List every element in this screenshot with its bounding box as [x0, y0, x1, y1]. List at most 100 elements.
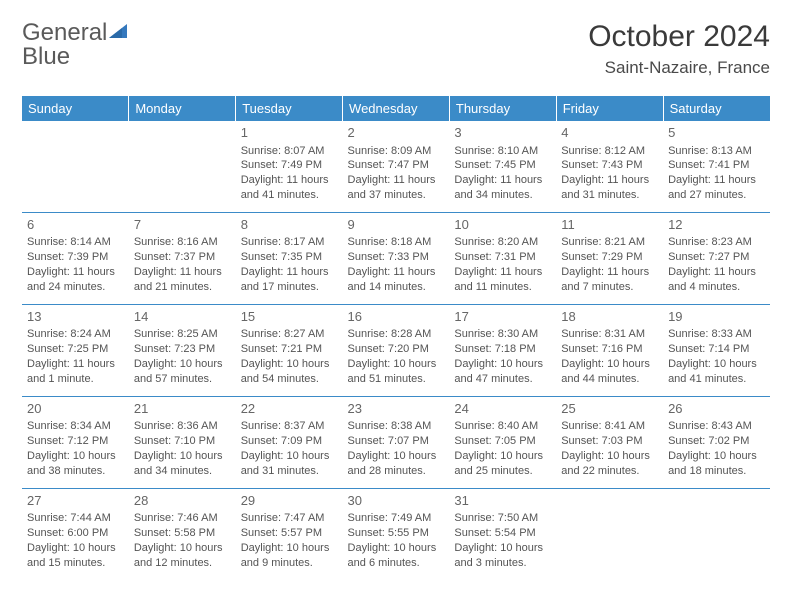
day-detail-d1: Daylight: 11 hours	[348, 265, 445, 280]
day-detail-ss: Sunset: 7:21 PM	[241, 342, 338, 357]
day-detail-d2: and 31 minutes.	[561, 188, 658, 203]
day-detail-d2: and 21 minutes.	[134, 280, 231, 295]
day-detail-d2: and 12 minutes.	[134, 556, 231, 571]
day-detail-ss: Sunset: 7:29 PM	[561, 250, 658, 265]
calendar-row: 20Sunrise: 8:34 AMSunset: 7:12 PMDayligh…	[22, 396, 770, 488]
calendar-cell: 18Sunrise: 8:31 AMSunset: 7:16 PMDayligh…	[556, 304, 663, 396]
day-detail-d2: and 17 minutes.	[241, 280, 338, 295]
day-detail-sr: Sunrise: 8:21 AM	[561, 235, 658, 250]
day-header: Monday	[129, 96, 236, 121]
day-number: 6	[27, 216, 124, 234]
calendar-cell: 6Sunrise: 8:14 AMSunset: 7:39 PMDaylight…	[22, 212, 129, 304]
day-detail-sr: Sunrise: 8:20 AM	[454, 235, 551, 250]
day-detail-sr: Sunrise: 8:13 AM	[668, 144, 765, 159]
day-detail-d2: and 1 minute.	[27, 372, 124, 387]
day-detail-d2: and 57 minutes.	[134, 372, 231, 387]
calendar-cell: 23Sunrise: 8:38 AMSunset: 7:07 PMDayligh…	[343, 396, 450, 488]
day-number: 14	[134, 308, 231, 326]
calendar-cell-empty	[22, 121, 129, 212]
day-detail-ss: Sunset: 7:45 PM	[454, 158, 551, 173]
calendar-cell: 25Sunrise: 8:41 AMSunset: 7:03 PMDayligh…	[556, 396, 663, 488]
calendar-cell: 28Sunrise: 7:46 AMSunset: 5:58 PMDayligh…	[129, 488, 236, 579]
day-detail-ss: Sunset: 7:23 PM	[134, 342, 231, 357]
day-detail-sr: Sunrise: 8:36 AM	[134, 419, 231, 434]
day-header-row: SundayMondayTuesdayWednesdayThursdayFrid…	[22, 96, 770, 121]
calendar-table: SundayMondayTuesdayWednesdayThursdayFrid…	[22, 96, 770, 580]
day-detail-ss: Sunset: 7:05 PM	[454, 434, 551, 449]
day-detail-d2: and 34 minutes.	[454, 188, 551, 203]
calendar-cell: 17Sunrise: 8:30 AMSunset: 7:18 PMDayligh…	[449, 304, 556, 396]
calendar-cell: 31Sunrise: 7:50 AMSunset: 5:54 PMDayligh…	[449, 488, 556, 579]
day-detail-d1: Daylight: 10 hours	[348, 541, 445, 556]
day-detail-d2: and 41 minutes.	[668, 372, 765, 387]
day-detail-ss: Sunset: 7:20 PM	[348, 342, 445, 357]
day-detail-sr: Sunrise: 7:50 AM	[454, 511, 551, 526]
calendar-cell: 22Sunrise: 8:37 AMSunset: 7:09 PMDayligh…	[236, 396, 343, 488]
calendar-row: 27Sunrise: 7:44 AMSunset: 6:00 PMDayligh…	[22, 488, 770, 579]
day-number: 16	[348, 308, 445, 326]
day-detail-ss: Sunset: 7:49 PM	[241, 158, 338, 173]
day-detail-ss: Sunset: 7:43 PM	[561, 158, 658, 173]
day-number: 26	[668, 400, 765, 418]
day-detail-d1: Daylight: 11 hours	[454, 265, 551, 280]
day-detail-ss: Sunset: 5:55 PM	[348, 526, 445, 541]
day-detail-d1: Daylight: 10 hours	[348, 357, 445, 372]
day-detail-d1: Daylight: 10 hours	[134, 541, 231, 556]
day-detail-sr: Sunrise: 8:16 AM	[134, 235, 231, 250]
day-number: 8	[241, 216, 338, 234]
day-detail-d1: Daylight: 10 hours	[27, 449, 124, 464]
day-detail-d1: Daylight: 11 hours	[561, 173, 658, 188]
day-detail-sr: Sunrise: 8:30 AM	[454, 327, 551, 342]
day-detail-d1: Daylight: 11 hours	[27, 265, 124, 280]
day-detail-d1: Daylight: 10 hours	[668, 357, 765, 372]
day-detail-ss: Sunset: 7:10 PM	[134, 434, 231, 449]
day-detail-d2: and 6 minutes.	[348, 556, 445, 571]
day-detail-d2: and 7 minutes.	[561, 280, 658, 295]
day-detail-d2: and 18 minutes.	[668, 464, 765, 479]
logo-sail-icon	[109, 24, 129, 45]
day-detail-sr: Sunrise: 8:34 AM	[27, 419, 124, 434]
day-number: 9	[348, 216, 445, 234]
day-number: 28	[134, 492, 231, 510]
day-detail-ss: Sunset: 7:16 PM	[561, 342, 658, 357]
day-detail-ss: Sunset: 7:18 PM	[454, 342, 551, 357]
day-number: 7	[134, 216, 231, 234]
day-detail-d2: and 3 minutes.	[454, 556, 551, 571]
day-detail-sr: Sunrise: 8:43 AM	[668, 419, 765, 434]
calendar-cell: 5Sunrise: 8:13 AMSunset: 7:41 PMDaylight…	[663, 121, 770, 212]
calendar-cell: 3Sunrise: 8:10 AMSunset: 7:45 PMDaylight…	[449, 121, 556, 212]
day-detail-ss: Sunset: 7:37 PM	[134, 250, 231, 265]
day-number: 2	[348, 124, 445, 142]
day-detail-sr: Sunrise: 8:07 AM	[241, 144, 338, 159]
calendar-row: 6Sunrise: 8:14 AMSunset: 7:39 PMDaylight…	[22, 212, 770, 304]
day-header: Sunday	[22, 96, 129, 121]
day-number: 31	[454, 492, 551, 510]
location: Saint-Nazaire, France	[588, 58, 770, 78]
day-detail-sr: Sunrise: 8:14 AM	[27, 235, 124, 250]
day-number: 1	[241, 124, 338, 142]
day-detail-d1: Daylight: 11 hours	[454, 173, 551, 188]
day-number: 11	[561, 216, 658, 234]
calendar-cell: 19Sunrise: 8:33 AMSunset: 7:14 PMDayligh…	[663, 304, 770, 396]
day-detail-d2: and 51 minutes.	[348, 372, 445, 387]
day-detail-sr: Sunrise: 8:23 AM	[668, 235, 765, 250]
day-number: 13	[27, 308, 124, 326]
day-detail-ss: Sunset: 7:09 PM	[241, 434, 338, 449]
day-detail-ss: Sunset: 7:35 PM	[241, 250, 338, 265]
calendar-cell: 7Sunrise: 8:16 AMSunset: 7:37 PMDaylight…	[129, 212, 236, 304]
calendar-cell: 13Sunrise: 8:24 AMSunset: 7:25 PMDayligh…	[22, 304, 129, 396]
day-detail-sr: Sunrise: 8:25 AM	[134, 327, 231, 342]
day-number: 12	[668, 216, 765, 234]
day-detail-d1: Daylight: 10 hours	[561, 357, 658, 372]
day-detail-d2: and 31 minutes.	[241, 464, 338, 479]
day-number: 29	[241, 492, 338, 510]
day-detail-sr: Sunrise: 8:24 AM	[27, 327, 124, 342]
day-detail-d1: Daylight: 10 hours	[241, 357, 338, 372]
day-detail-sr: Sunrise: 8:12 AM	[561, 144, 658, 159]
day-number: 24	[454, 400, 551, 418]
day-detail-d2: and 34 minutes.	[134, 464, 231, 479]
day-detail-ss: Sunset: 7:12 PM	[27, 434, 124, 449]
day-detail-ss: Sunset: 7:47 PM	[348, 158, 445, 173]
calendar-cell: 10Sunrise: 8:20 AMSunset: 7:31 PMDayligh…	[449, 212, 556, 304]
day-detail-d1: Daylight: 11 hours	[241, 265, 338, 280]
